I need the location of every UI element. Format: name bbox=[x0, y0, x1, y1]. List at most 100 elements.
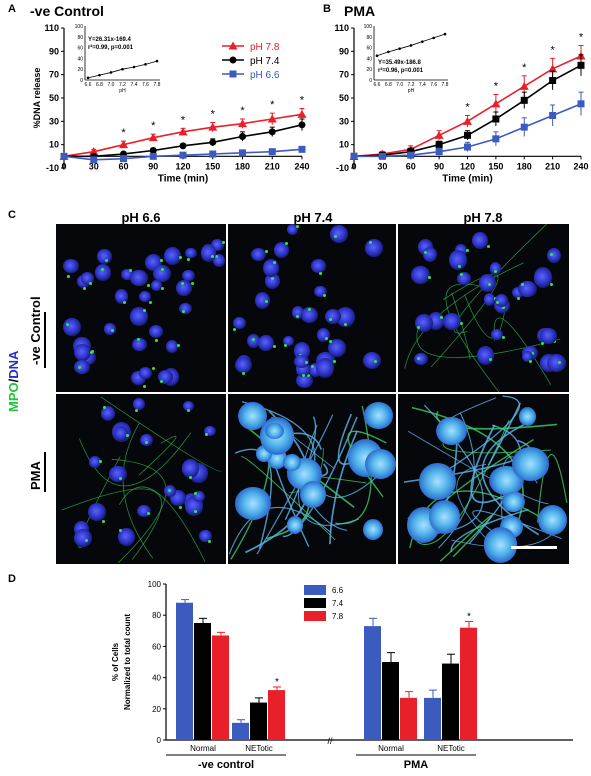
row-label-pma: PMA bbox=[28, 461, 43, 490]
cell-nucleus bbox=[182, 401, 194, 411]
mpo-granule bbox=[190, 282, 194, 286]
cell-nucleus bbox=[181, 269, 196, 282]
inset-x-tick-label: 7.0 bbox=[108, 82, 115, 88]
mpo-granule bbox=[83, 286, 87, 290]
data-point bbox=[209, 138, 217, 146]
x-tick-label: 150 bbox=[488, 161, 503, 171]
mpo-granule bbox=[186, 257, 190, 261]
net-fiber bbox=[335, 405, 372, 525]
mpo-granule bbox=[486, 244, 490, 248]
mpo-granule bbox=[460, 273, 464, 277]
cell-nucleus bbox=[429, 500, 461, 535]
cell-nucleus bbox=[132, 337, 148, 352]
data-point bbox=[520, 123, 528, 131]
inset-point bbox=[144, 63, 147, 66]
panel-c-letter: C bbox=[8, 209, 16, 221]
cell-nucleus bbox=[501, 491, 525, 512]
cell-nucleus bbox=[313, 285, 327, 298]
x-tick-label: 90 bbox=[148, 161, 158, 171]
legend-label: pH 6.6 bbox=[250, 70, 280, 81]
data-point bbox=[549, 77, 557, 84]
data-point bbox=[298, 145, 306, 153]
data-point bbox=[268, 128, 276, 136]
chart-b-svg: -10 10 30 50 70 90 110 0 30 60 90 120 150 180 210 240 Ti… bbox=[334, 23, 588, 184]
x-tick-label: 120 bbox=[175, 161, 190, 171]
cell-nucleus bbox=[213, 254, 225, 268]
inset-point bbox=[132, 65, 136, 69]
data-point bbox=[119, 140, 128, 149]
data-point bbox=[577, 100, 585, 108]
mpo-granule bbox=[517, 297, 521, 301]
mpo-granule bbox=[233, 328, 237, 332]
fiber-strand bbox=[122, 422, 154, 559]
x-tick-label: 240 bbox=[573, 161, 588, 171]
x-tick-label: 210 bbox=[545, 161, 560, 171]
mpo-granule bbox=[529, 360, 533, 364]
mpo-granule bbox=[502, 305, 506, 309]
row-bracket-control bbox=[44, 312, 46, 368]
inset-point bbox=[109, 71, 113, 74]
cell-nucleus bbox=[109, 466, 127, 482]
cell-nucleus bbox=[521, 350, 533, 362]
legend-label: pH 7.4 bbox=[250, 56, 280, 67]
inset-point bbox=[86, 76, 90, 80]
mpo-granule bbox=[296, 224, 300, 228]
mpo-granule bbox=[161, 268, 165, 272]
mpo-granule bbox=[502, 335, 506, 339]
cell-nucleus bbox=[310, 259, 327, 273]
data-point bbox=[239, 133, 246, 140]
cell-nucleus bbox=[273, 241, 290, 259]
fiber-strand bbox=[453, 224, 547, 334]
condition-label: -ve control bbox=[198, 759, 254, 771]
data-point bbox=[407, 151, 415, 159]
mpo-granule bbox=[307, 373, 311, 377]
data-point bbox=[435, 148, 443, 156]
mpo-granule bbox=[424, 251, 428, 255]
mpo-granule bbox=[328, 318, 332, 322]
mpo-granule bbox=[128, 269, 132, 273]
mpo-granule bbox=[134, 408, 138, 412]
mpo-granule bbox=[67, 274, 71, 278]
inset-stats: r²=0.96, p=0.001 bbox=[378, 67, 424, 74]
mpo-granule bbox=[310, 365, 314, 369]
inset-point bbox=[155, 59, 159, 63]
data-point bbox=[238, 119, 247, 128]
inset-point bbox=[398, 47, 401, 50]
significance-asterisk: * bbox=[494, 81, 499, 93]
y-tick-label: 30 bbox=[49, 116, 59, 126]
inset-y-tick-label: 40 bbox=[366, 56, 372, 62]
net-fiber bbox=[438, 412, 475, 549]
cell-nucleus bbox=[282, 454, 301, 472]
inset-x-label: pH bbox=[119, 88, 126, 94]
data-point bbox=[239, 149, 246, 157]
data-point bbox=[268, 148, 276, 156]
cell-nucleus bbox=[114, 289, 128, 304]
inset-x-tick-label: 7.4 bbox=[131, 82, 138, 88]
mpo-granule bbox=[142, 309, 146, 313]
cell-nucleus bbox=[176, 280, 193, 296]
stain-label-mpo: MPO bbox=[6, 382, 21, 412]
cell-nucleus bbox=[97, 249, 112, 265]
y-tick-label: 70 bbox=[49, 70, 59, 80]
mpo-granule bbox=[488, 358, 492, 362]
cell-nucleus bbox=[300, 480, 327, 509]
group-label: Normal bbox=[378, 744, 404, 753]
mpo-granule bbox=[295, 314, 299, 318]
mpo-granule bbox=[416, 356, 420, 360]
cell-nucleus bbox=[490, 328, 504, 340]
mpo-granule bbox=[77, 365, 81, 369]
inset-point bbox=[375, 54, 379, 57]
bar bbox=[268, 690, 285, 740]
mpo-granule bbox=[182, 310, 186, 314]
y-tick-label: 20 bbox=[152, 705, 161, 714]
x-tick-label: 180 bbox=[235, 161, 250, 171]
inset-point bbox=[98, 73, 101, 77]
mpo-granule bbox=[319, 271, 323, 275]
mpo-granule bbox=[493, 270, 497, 274]
inset-point bbox=[387, 50, 390, 54]
cell-nucleus bbox=[294, 355, 310, 369]
legend-label: 7.4 bbox=[332, 599, 344, 608]
cell-nucleus bbox=[74, 529, 92, 548]
y-tick-label: 70 bbox=[339, 70, 349, 80]
cell-nucleus bbox=[316, 358, 335, 378]
